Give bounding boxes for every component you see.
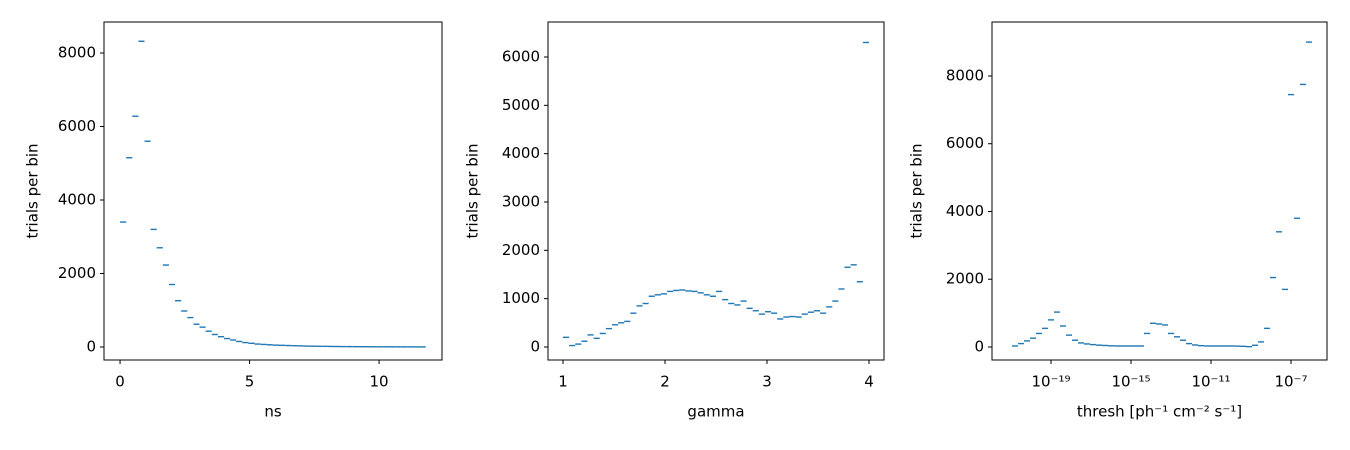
y-tick-label: 2000 [58, 264, 96, 282]
y-tick-label: 0 [86, 337, 96, 355]
x-tick-label: 0 [115, 373, 125, 391]
x-tick-label: 10⁻⁷ [1274, 373, 1307, 391]
x-axis-label: gamma [687, 403, 744, 421]
y-tick-label: 0 [974, 337, 984, 355]
y-tick-label: 0 [530, 337, 540, 355]
plot-frame [991, 21, 1328, 361]
y-tick-label: 3000 [502, 192, 540, 210]
y-tick-label: 6000 [946, 134, 984, 152]
plot-frame [103, 21, 443, 361]
x-tick-label: 4 [864, 373, 874, 391]
y-tick-label: 6000 [58, 117, 96, 135]
y-tick-label: 2000 [502, 241, 540, 259]
y-axis-label: trials per bin [908, 143, 926, 238]
x-axis-label: thresh [ph⁻¹ cm⁻² s⁻¹] [1077, 403, 1242, 421]
y-axis-label: trials per bin [24, 143, 42, 238]
x-axis-label: ns [264, 403, 282, 421]
y-tick-label: 6000 [502, 47, 540, 65]
y-tick-label: 2000 [946, 270, 984, 288]
y-tick-label: 8000 [946, 66, 984, 84]
x-tick-label: 10⁻¹¹ [1191, 373, 1230, 391]
y-tick-label: 1000 [502, 289, 540, 307]
y-tick-label: 5000 [502, 96, 540, 114]
x-tick-label: 3 [762, 373, 772, 391]
x-tick-label: 2 [660, 373, 670, 391]
plot-frame [547, 21, 885, 361]
y-tick-label: 4000 [946, 202, 984, 220]
x-tick-label: 10 [370, 373, 389, 391]
y-tick-label: 8000 [58, 44, 96, 62]
x-tick-label: 10⁻¹⁹ [1031, 373, 1070, 391]
x-tick-label: 1 [558, 373, 568, 391]
x-tick-label: 5 [245, 373, 255, 391]
y-tick-label: 4000 [58, 191, 96, 209]
x-tick-label: 10⁻¹⁵ [1111, 373, 1150, 391]
y-axis-label: trials per bin [464, 143, 482, 238]
y-tick-label: 4000 [502, 144, 540, 162]
